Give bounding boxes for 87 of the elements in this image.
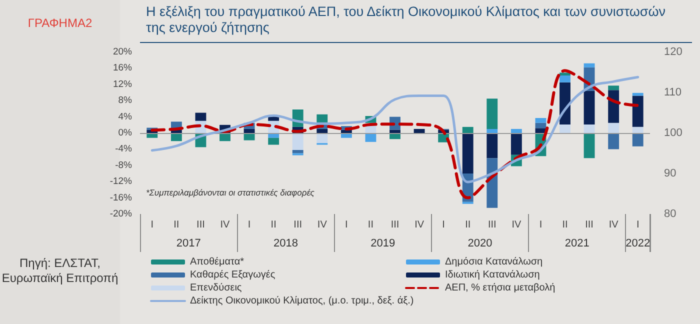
text: 2019: [370, 238, 396, 250]
legend-label: Δείκτης Οικονομικού Κλίματος, (μ.ο. τριμ., δεξ. άξ.): [190, 296, 414, 306]
bar: [292, 150, 304, 154]
bar: [632, 126, 644, 133]
bar: [560, 124, 570, 133]
x-tick-label: IV: [414, 220, 424, 230]
bar: [560, 72, 570, 76]
bar: [486, 133, 498, 158]
x-tick-label: II: [368, 220, 374, 230]
x-tick-label: I: [345, 220, 348, 230]
legend-label: Επενδύσεις: [190, 282, 242, 294]
x-tick-label: III: [390, 220, 400, 230]
bar: [584, 124, 595, 133]
y2-tick-label: 120: [664, 46, 682, 58]
y2-tick-label: 90: [664, 168, 676, 180]
legend-label: Αποθέματα*: [190, 256, 244, 268]
x-tick-label: III: [585, 220, 594, 230]
y2-tick-label: 100: [664, 127, 682, 139]
bar: [584, 63, 595, 68]
line-series: [150, 76, 640, 184]
x-tick-label: IV: [317, 220, 328, 230]
text: 2017: [176, 238, 201, 250]
bar: [268, 138, 280, 145]
y-tick-label: -4%: [115, 144, 133, 155]
x-tick-label: IV: [220, 220, 230, 230]
text: 2020: [468, 238, 492, 250]
text: 2022: [626, 238, 650, 250]
bar: [510, 128, 522, 133]
bar: [316, 128, 328, 133]
bar: [510, 133, 522, 155]
x-tick-label: II: [562, 220, 568, 230]
x-tick-label: II: [270, 220, 276, 230]
y-tick-label: 0%: [118, 128, 133, 138]
bar: [584, 90, 595, 124]
bar: [462, 126, 474, 133]
text: ΓΡΑΦΗΜΑ2: [26, 16, 94, 30]
legend-label: Δημόσια Κατανάλωση: [445, 256, 543, 268]
bar: [608, 133, 620, 150]
x-tick-label: III: [294, 220, 302, 230]
bar: [632, 96, 644, 127]
y-tick-label: -16%: [110, 192, 133, 204]
annotation: *Συμπεριλαμβάνονται οι στατιστικές διαφορές: [146, 188, 316, 198]
bar: [244, 128, 255, 133]
bar: [560, 82, 570, 124]
bar: [414, 128, 425, 133]
bar: [486, 98, 498, 129]
x-tick-label: III: [196, 220, 205, 230]
bar: [486, 128, 498, 133]
text: Πηγή: ΕΛΣΤΑΤ, Ευρωπαϊκή Επιτροπή: [0, 256, 120, 286]
x-tick-label: II: [465, 220, 471, 230]
y-tick-label: -12%: [110, 176, 133, 188]
bar: [608, 86, 620, 90]
y-tick-label: 20%: [112, 46, 133, 58]
bar: [608, 122, 620, 133]
y-tick-label: 4%: [118, 111, 133, 122]
x-tick-label: I: [248, 220, 251, 230]
y-tick-label: 12%: [112, 78, 133, 90]
y2-tick-label: 110: [664, 86, 682, 98]
text: 2021: [564, 238, 590, 250]
y-tick-label: -20%: [110, 208, 133, 220]
bar: [584, 133, 595, 158]
y-tick-label: 16%: [112, 62, 133, 74]
x-tick-label: I: [150, 220, 154, 230]
x-tick-label: IV: [608, 220, 619, 230]
x-tick-label: I: [636, 220, 640, 230]
y-tick-label: -8%: [115, 160, 133, 171]
bar: [195, 112, 206, 121]
bar: [560, 75, 570, 82]
bar: [316, 114, 328, 123]
bar: [292, 133, 304, 150]
chart-title: Η εξέλιξη του πραγματικού ΑΕΠ, του Δείκτη Οικονομικού Κλίματος και των συνιστωσών της ενεργού ζήτησης: [146, 4, 667, 36]
bar: [462, 133, 474, 174]
x-tick-label: IV: [512, 220, 522, 230]
x-tick-label: II: [174, 220, 180, 230]
bar: [535, 118, 546, 123]
legend-label: ΑΕΠ, % ετήσια μεταβολή: [445, 282, 556, 294]
bar: [632, 133, 644, 146]
x-tick-label: I: [539, 220, 542, 230]
legend-label: Ιδιωτική Κατανάλωση: [445, 270, 540, 280]
x-tick-label: I: [442, 220, 445, 230]
bar: [390, 130, 400, 133]
x-tick-label: III: [488, 220, 496, 230]
legend-label: Καθαρές Εξαγωγές: [190, 270, 276, 280]
y-tick-label: 8%: [118, 95, 133, 106]
bar: [535, 122, 546, 128]
y2-tick-label: 80: [664, 208, 676, 220]
text: 2018: [273, 238, 298, 250]
